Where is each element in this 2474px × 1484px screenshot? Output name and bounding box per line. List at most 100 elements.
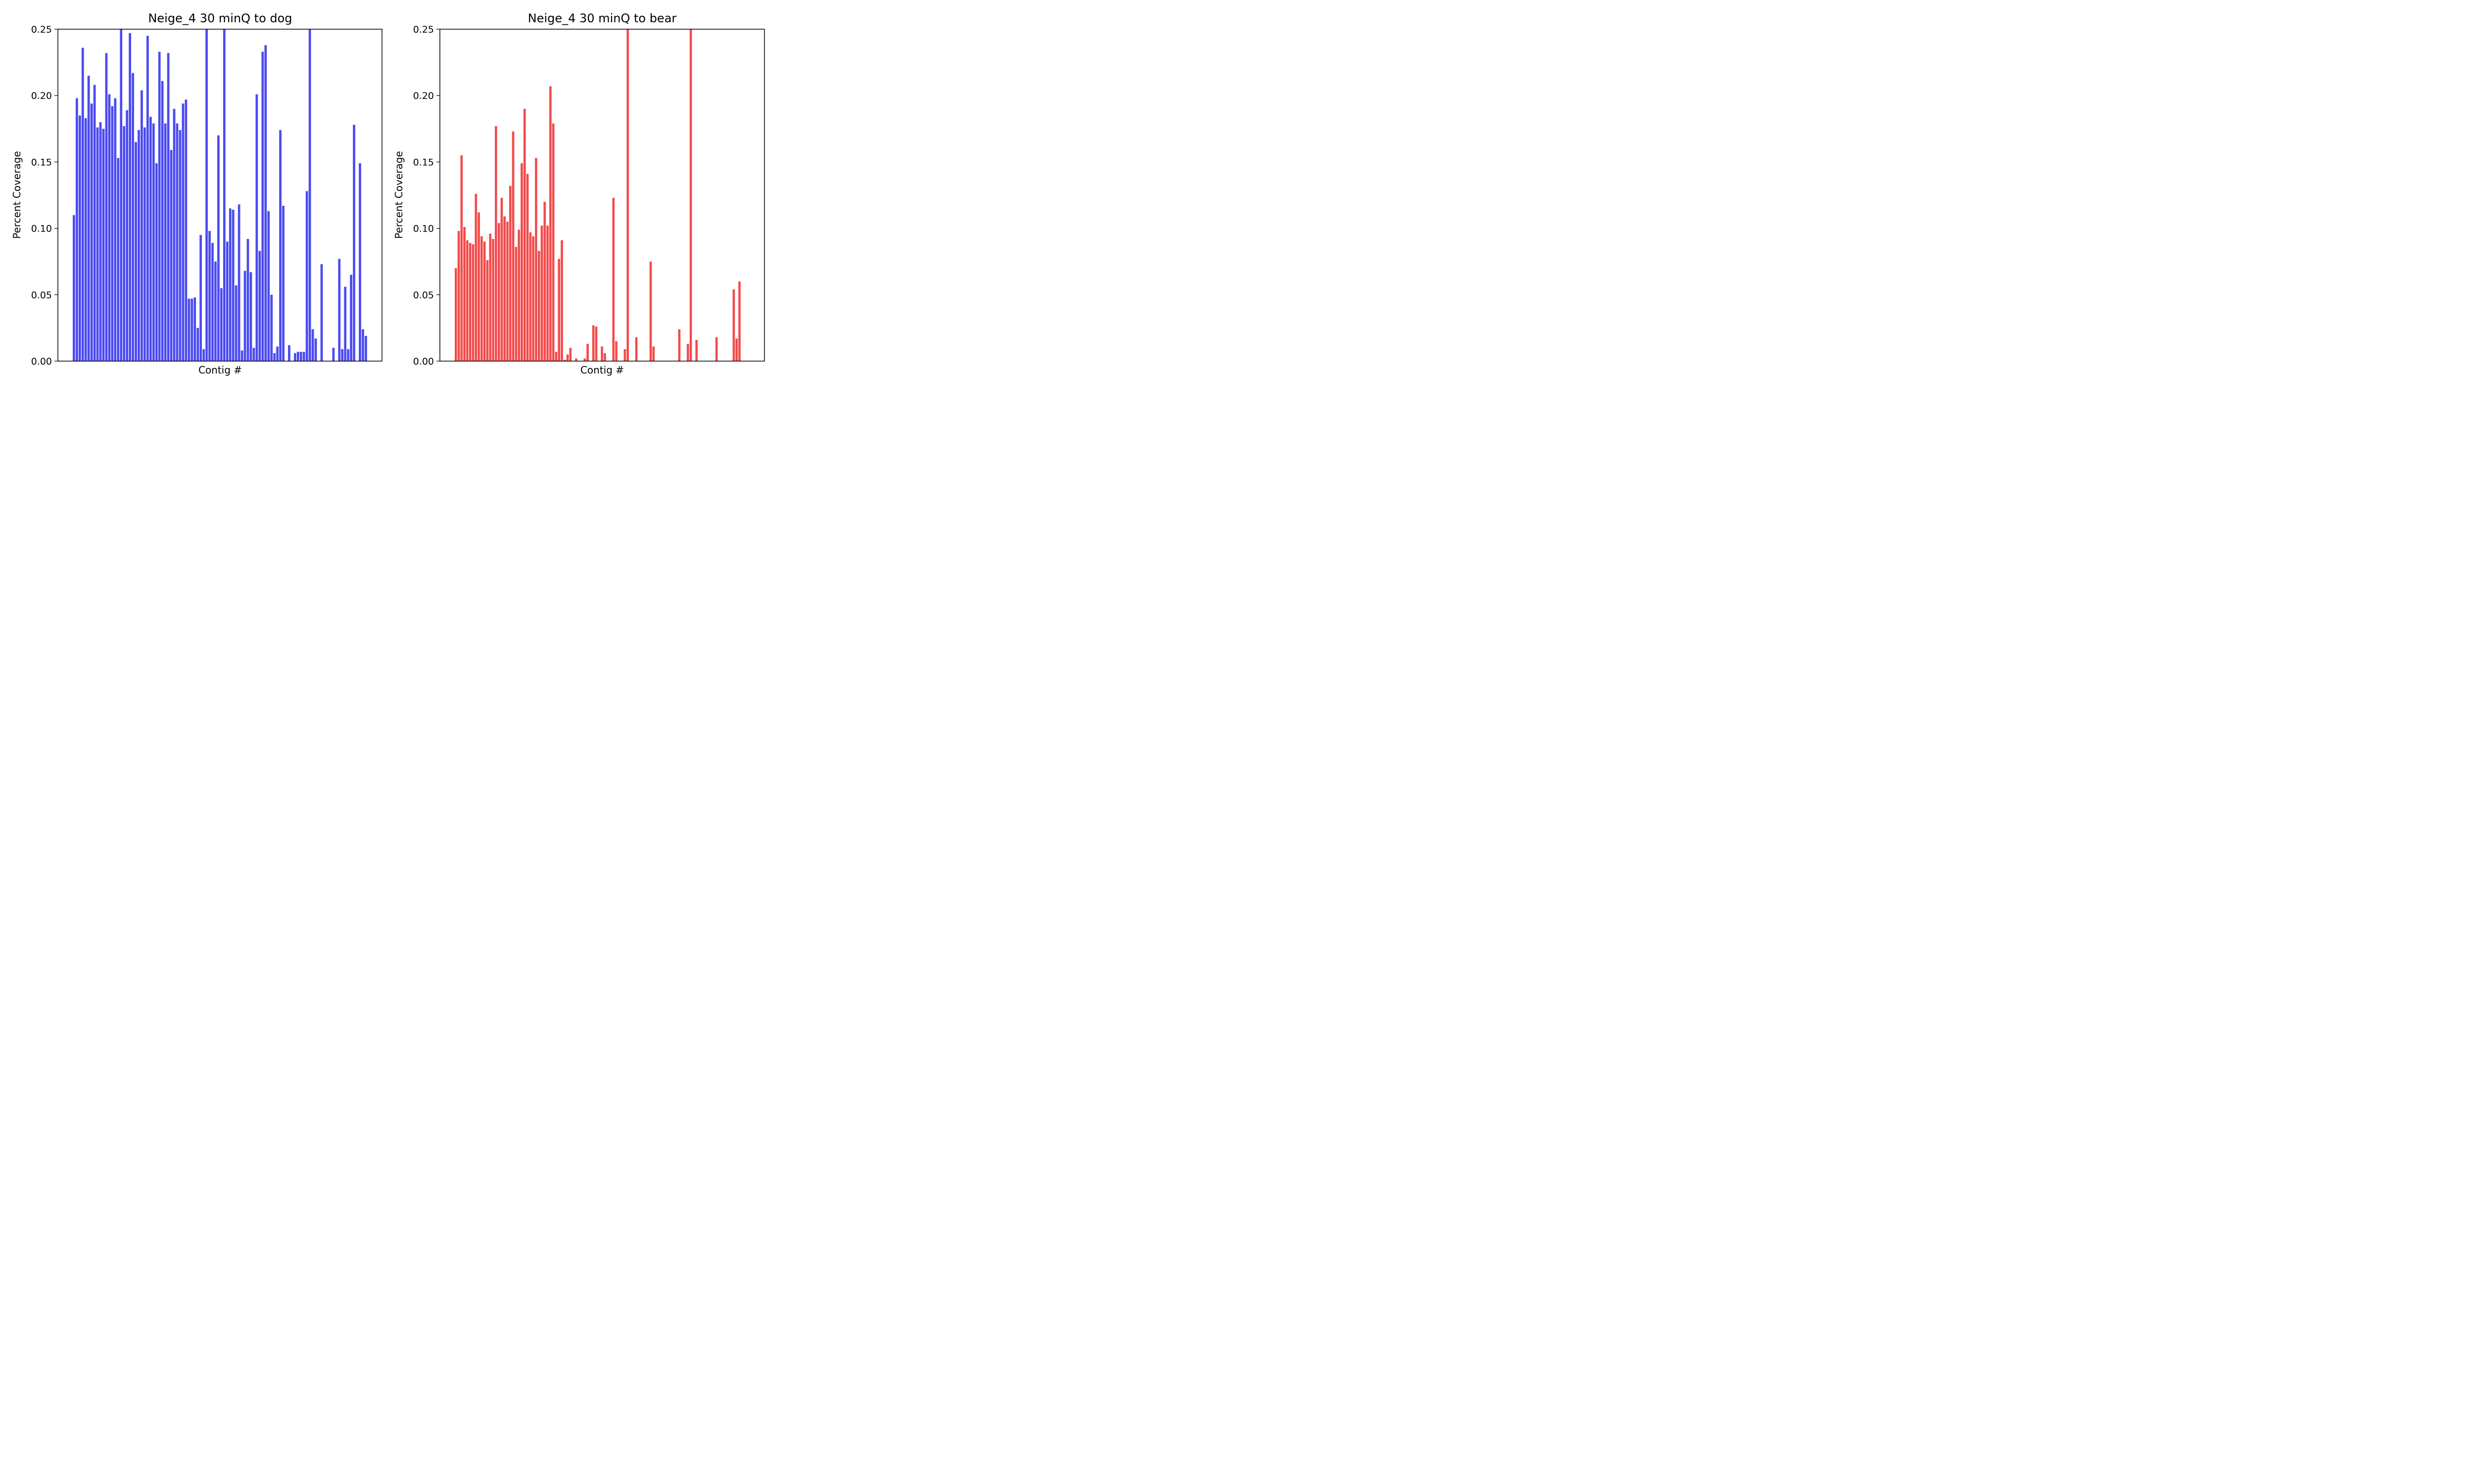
bar xyxy=(338,259,341,361)
y-tick-label: 0.20 xyxy=(413,91,434,101)
bar xyxy=(193,297,196,361)
bar xyxy=(546,226,549,361)
bar xyxy=(626,29,629,361)
bar xyxy=(612,197,615,361)
bar xyxy=(480,236,483,361)
y-axis-label: Percent Coverage xyxy=(393,151,405,238)
bar xyxy=(223,29,226,361)
bar xyxy=(497,223,500,361)
bar xyxy=(308,29,311,361)
y-tick-label: 0.25 xyxy=(31,24,52,35)
bar xyxy=(252,348,255,361)
bar xyxy=(715,337,718,361)
bar xyxy=(569,348,572,361)
bar xyxy=(515,247,518,361)
bar xyxy=(143,127,146,361)
bar xyxy=(75,98,78,361)
bar xyxy=(170,150,173,361)
bar xyxy=(81,47,84,361)
bar xyxy=(483,241,486,361)
bar xyxy=(311,329,314,361)
bar xyxy=(93,85,96,362)
chart-panel-dog: Neige_4 30 minQ to dog Percent Coverage … xyxy=(11,11,382,376)
bar xyxy=(240,350,243,361)
bar xyxy=(173,109,176,362)
chart-panel-bear: Neige_4 30 minQ to bear Percent Coverage… xyxy=(393,11,765,376)
bar xyxy=(540,226,543,361)
y-tick-label: 0.10 xyxy=(31,224,52,234)
bar xyxy=(601,346,603,361)
bar xyxy=(678,329,681,361)
bar xyxy=(475,193,477,361)
y-tick-label: 0.20 xyxy=(31,91,52,101)
bar xyxy=(149,117,152,361)
figure: Neige_4 30 minQ to dog Percent Coverage … xyxy=(11,11,765,376)
bar xyxy=(279,130,282,361)
bar xyxy=(477,212,480,361)
bar xyxy=(362,329,364,361)
bar xyxy=(208,231,211,361)
y-tick-label: 0.00 xyxy=(31,356,52,367)
bar xyxy=(270,294,273,361)
bar xyxy=(457,231,460,361)
bar xyxy=(526,174,529,361)
bar xyxy=(123,126,126,361)
bar xyxy=(155,163,158,361)
bar xyxy=(353,125,355,361)
bar xyxy=(96,127,99,361)
bar xyxy=(235,285,238,361)
bar xyxy=(188,298,190,361)
bar xyxy=(359,163,361,361)
bar xyxy=(558,259,561,361)
bar xyxy=(152,123,155,361)
bar xyxy=(492,239,494,361)
bar xyxy=(185,99,188,361)
bar xyxy=(135,142,137,361)
y-ticks: 0.00 0.05 0.10 0.15 0.20 0.25 xyxy=(413,24,440,367)
bar xyxy=(261,51,264,361)
bar xyxy=(255,94,258,361)
bar xyxy=(535,158,537,361)
bar xyxy=(132,73,134,361)
bar xyxy=(529,232,532,361)
bar xyxy=(296,352,299,361)
bar xyxy=(543,201,546,361)
plot-frame xyxy=(57,29,382,362)
bar xyxy=(249,272,252,361)
bar xyxy=(267,211,270,361)
bar xyxy=(615,341,618,361)
bar xyxy=(78,115,81,361)
bar xyxy=(489,233,492,361)
bar xyxy=(332,348,335,361)
bar xyxy=(314,338,317,361)
bar xyxy=(350,275,353,361)
bar xyxy=(695,340,698,361)
bar xyxy=(243,271,246,361)
y-tick-label: 0.15 xyxy=(413,157,434,168)
bar xyxy=(486,260,489,361)
bar xyxy=(689,29,692,361)
bar xyxy=(276,346,279,361)
bar xyxy=(294,353,296,361)
bar xyxy=(575,358,577,361)
bar xyxy=(161,81,164,361)
bar xyxy=(205,29,208,361)
bar xyxy=(126,110,129,361)
bar xyxy=(73,215,75,361)
bar xyxy=(129,33,132,362)
bar xyxy=(652,346,655,361)
bar xyxy=(732,289,735,361)
bar xyxy=(341,349,344,361)
bar xyxy=(320,264,323,361)
bar xyxy=(238,204,240,361)
bar xyxy=(190,298,193,361)
bar xyxy=(537,251,540,361)
bar xyxy=(463,227,466,361)
bar xyxy=(102,129,105,361)
bar xyxy=(226,241,229,361)
bar xyxy=(273,353,276,361)
bar xyxy=(202,349,205,361)
bar xyxy=(532,236,534,361)
bar xyxy=(176,123,179,361)
bar xyxy=(199,235,202,361)
